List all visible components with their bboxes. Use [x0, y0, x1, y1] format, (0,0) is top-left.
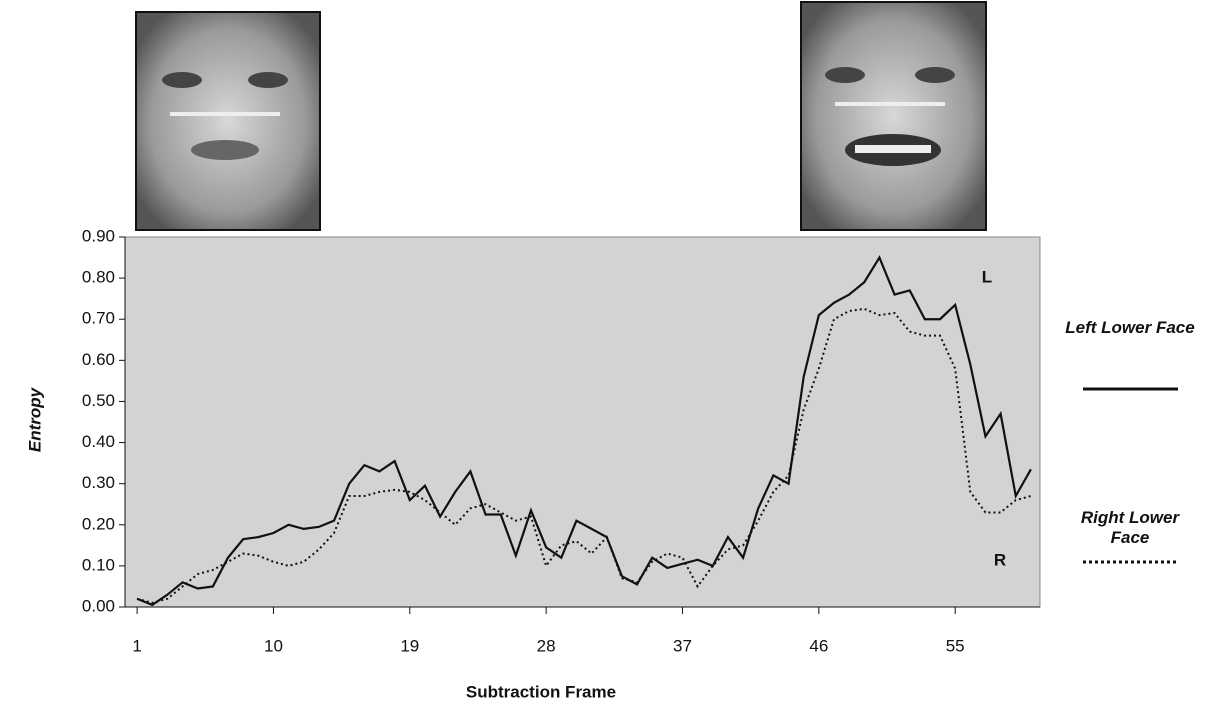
y-tick-label: 0.90: [82, 226, 115, 245]
y-tick-label: 0.80: [82, 268, 115, 287]
x-tick-label: 10: [264, 636, 283, 655]
x-tick-label: 1: [132, 636, 141, 655]
series-line: [136, 307, 1032, 604]
x-tick-label: 37: [673, 636, 692, 655]
x-axis-label: Subtraction Frame: [466, 682, 616, 701]
x-tick-label: 19: [400, 636, 419, 655]
legend-label: Right Lower Face: [1080, 508, 1180, 547]
x-tick-label: 28: [537, 636, 556, 655]
x-tick-label: 55: [946, 636, 965, 655]
y-tick-label: 0.00: [82, 596, 115, 615]
y-tick-label: 0.70: [82, 309, 115, 328]
y-axis-label: Entropy: [25, 386, 44, 452]
y-tick-label: 0.10: [82, 555, 115, 574]
annotation: R: [994, 550, 1006, 569]
y-tick-label: 0.60: [82, 350, 115, 369]
x-tick-label: 46: [809, 636, 828, 655]
face-image-1: [135, 11, 321, 231]
y-tick-label: 0.50: [82, 391, 115, 410]
y-tick-label: 0.40: [82, 432, 115, 451]
annotation: L: [982, 267, 992, 286]
y-tick-label: 0.30: [82, 473, 115, 492]
series-line: [136, 255, 1032, 607]
y-tick-label: 0.20: [82, 514, 115, 533]
legend-label: Left Lower Face: [1065, 318, 1195, 337]
face-image-2: [800, 1, 987, 231]
